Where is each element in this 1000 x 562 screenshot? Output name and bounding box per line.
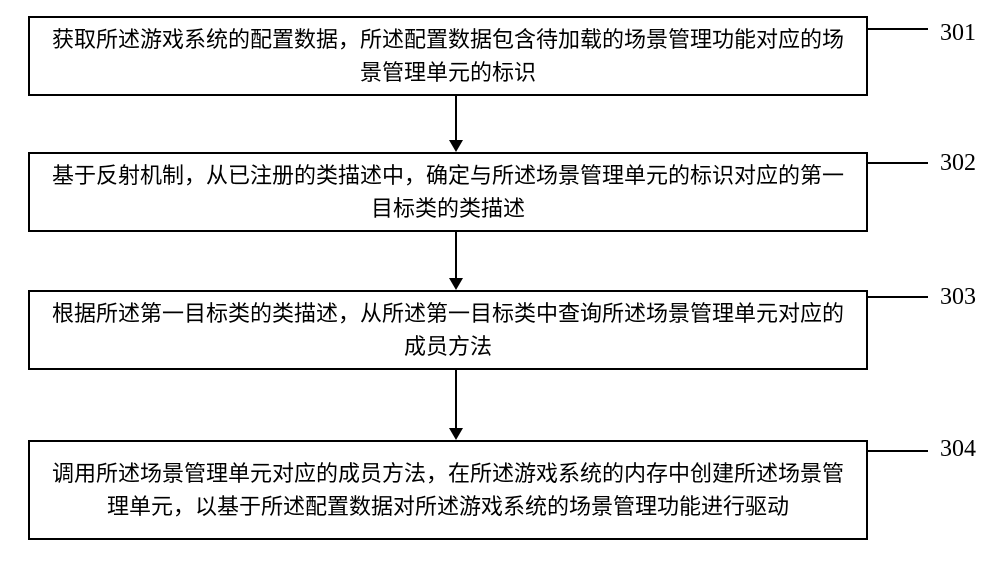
flow-step-302-leader	[868, 162, 928, 164]
flow-arrow-2	[448, 232, 464, 290]
flow-step-303: 根据所述第一目标类的类描述，从所述第一目标类中查询所述场景管理单元对应的成员方法	[28, 290, 868, 370]
flow-step-303-leader	[868, 296, 928, 298]
flow-step-302-text: 基于反射机制，从已注册的类描述中，确定与所述场景管理单元的标识对应的第一目标类的…	[50, 159, 846, 225]
flow-step-304-label: 304	[940, 436, 976, 463]
flow-step-301-leader	[868, 28, 928, 30]
flow-step-302-label: 302	[940, 150, 976, 177]
flow-step-304-leader	[868, 450, 928, 452]
flow-step-303-label: 303	[940, 284, 976, 311]
flowchart-canvas: 获取所述游戏系统的配置数据，所述配置数据包含待加载的场景管理功能对应的场景管理单…	[0, 0, 1000, 562]
flow-step-303-text: 根据所述第一目标类的类描述，从所述第一目标类中查询所述场景管理单元对应的成员方法	[50, 297, 846, 363]
flow-step-302: 基于反射机制，从已注册的类描述中，确定与所述场景管理单元的标识对应的第一目标类的…	[28, 152, 868, 232]
flow-step-304-text: 调用所述场景管理单元对应的成员方法，在所述游戏系统的内存中创建所述场景管理单元，…	[50, 457, 846, 523]
flow-step-301-label: 301	[940, 20, 976, 47]
flow-step-304: 调用所述场景管理单元对应的成员方法，在所述游戏系统的内存中创建所述场景管理单元，…	[28, 440, 868, 540]
flow-step-301-text: 获取所述游戏系统的配置数据，所述配置数据包含待加载的场景管理功能对应的场景管理单…	[50, 23, 846, 89]
flow-arrow-3	[448, 370, 464, 440]
flow-arrow-1	[448, 96, 464, 152]
flow-step-301: 获取所述游戏系统的配置数据，所述配置数据包含待加载的场景管理功能对应的场景管理单…	[28, 16, 868, 96]
